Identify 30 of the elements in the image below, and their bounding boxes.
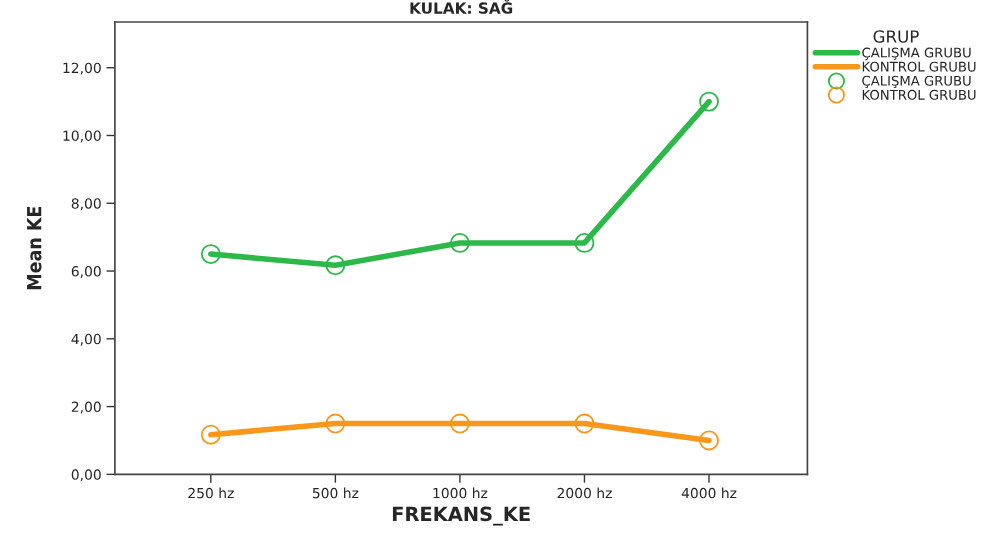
legend-label: ÇALIŞMA GRUBU — [862, 75, 971, 89]
y-tick-label: 4,00 — [71, 333, 101, 346]
point — [200, 424, 221, 445]
point — [200, 244, 221, 265]
text: ÇALIŞMA GRUBU — [862, 47, 971, 60]
legend-label: KONTROL GRUBU — [862, 89, 976, 100]
point — [574, 232, 595, 253]
text: KONTROL GRUBU — [862, 61, 976, 72]
y-tick-label: 2,00 — [71, 401, 101, 414]
point — [449, 413, 470, 434]
point — [699, 91, 719, 112]
y-axis-title: Mean KE — [27, 206, 42, 290]
point — [449, 232, 470, 253]
x-tick-label: 500 hz — [312, 487, 359, 499]
x-tick-label: 1000 hz — [433, 487, 488, 499]
x-tick-label: 250 hz — [188, 487, 234, 499]
point — [699, 430, 719, 451]
chart-title: KULAK: SAĞ — [410, 0, 513, 14]
x-tick-label: 2000 hz — [557, 487, 612, 499]
x-axis-title: FREKANS_KE — [392, 506, 530, 526]
legend-title: GRUP — [873, 30, 919, 43]
point — [325, 413, 346, 434]
x-tick-label: 4000 hz — [681, 487, 737, 499]
point — [325, 255, 346, 276]
y-tick-label: 10,00 — [63, 130, 101, 143]
point — [574, 413, 595, 434]
y-tick-label: 6,00 — [71, 266, 101, 278]
y-tick-label: 0,00 — [71, 469, 101, 482]
y-tick-label: 8,00 — [71, 198, 101, 211]
y-tick-label: 12,00 — [63, 62, 101, 75]
